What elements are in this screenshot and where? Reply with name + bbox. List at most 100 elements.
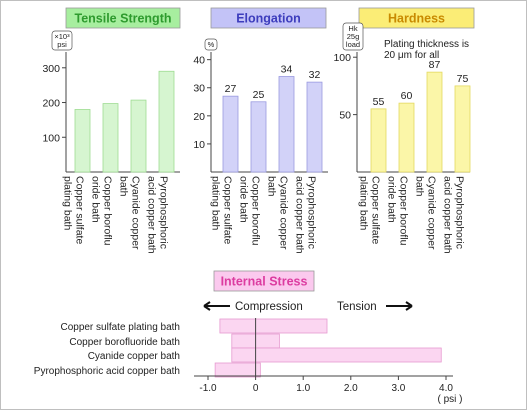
- elongation-category-label-line: acid copper bath: [294, 176, 306, 254]
- tensile-category-label-line: Pyrophosphoric: [158, 176, 170, 249]
- elongation-y-tick-label: 40: [193, 55, 205, 67]
- tensile-unit-box: [51, 30, 73, 51]
- elongation-category-label-line: Pyrophosphoric: [306, 176, 318, 249]
- elongation-y-tick-label: 20: [193, 111, 205, 123]
- tensile-category-label-line: bath: [118, 176, 130, 197]
- elongation-title-box: [210, 7, 327, 29]
- elongation-data-label: 32: [309, 69, 321, 81]
- internal-stress-category-label: Copper sulfate plating bath: [60, 322, 180, 333]
- tensile-category-label-line: plating bath: [62, 176, 74, 230]
- hardness-y-tick-label: 50: [339, 110, 351, 122]
- tensile-title: Tensile Strength: [74, 12, 171, 26]
- hardness-annotation-line: Plating thickness is: [384, 39, 469, 50]
- elongation-data-label: 27: [225, 83, 237, 95]
- elongation-category-label-line: oride bath: [238, 176, 250, 223]
- elongation-category-label-line: Cyanide copper: [278, 176, 290, 250]
- hardness-title-box: [358, 7, 475, 29]
- hardness-annotation-line: 20 μm for all: [384, 50, 439, 61]
- tensile-y-tick-label: 200: [42, 98, 60, 110]
- internal-stress-x-tick-label: 0: [253, 383, 259, 394]
- elongation-category-label-line: Copper boroflu: [250, 176, 262, 246]
- elongation-data-label: 34: [281, 64, 293, 76]
- internal-stress-bar: [231, 347, 442, 363]
- hardness-category-label: Copper sulfateplating bath: [358, 176, 382, 244]
- hardness-category-label-line: plating bath: [358, 176, 370, 230]
- hardness-y-tick-label: 100: [333, 52, 351, 64]
- hardness-bar: [454, 85, 471, 173]
- tensile-category-label-line: oride bath: [90, 176, 102, 223]
- internal-stress-x-tick-label: -1.0: [199, 383, 217, 394]
- hardness-data-label: 55: [373, 96, 385, 108]
- hardness-unit-line: 25g: [347, 32, 360, 41]
- elongation-panel: Elongation% 10 20 30 40 27 Copper sulfateplati…: [193, 7, 328, 254]
- hardness-category-label: Cyanide copperbath: [414, 176, 438, 250]
- internal-stress-unit-label: ( psi ): [438, 394, 463, 405]
- tension-arrow-icon: [386, 301, 413, 311]
- hardness-unit-line: Hk: [348, 24, 357, 33]
- tensile-category-label: Cyanide copperbath: [118, 176, 142, 250]
- hardness-category-label-line: acid copper bath: [442, 176, 454, 254]
- tensile-bar: [102, 103, 119, 173]
- internal-stress-title: Internal Stress: [221, 275, 308, 289]
- tensile-category-label-line: Cyanide copper: [130, 176, 142, 250]
- internal-stress-x-tick-label: 2.0: [344, 383, 358, 394]
- internal-stress-title-box: [213, 270, 315, 292]
- tensile-category-label: Pyrophosphoricacid copper bath: [146, 176, 170, 254]
- tensile-y-tick-label: 300: [42, 63, 60, 75]
- hardness-unit-box: [342, 22, 364, 51]
- elongation-unit-box: [204, 38, 218, 51]
- elongation-bar: [222, 95, 239, 173]
- hardness-data-label: 75: [457, 73, 469, 85]
- internal-stress-x-tick-label: 1.0: [296, 383, 310, 394]
- tensile-title-box: [65, 7, 181, 29]
- internal-stress-panel: Internal Stress Compression Tension Copper …: [34, 270, 463, 405]
- elongation-bar: [250, 101, 267, 173]
- tensile-bar: [130, 99, 147, 173]
- hardness-category-label-line: oride bath: [386, 176, 398, 223]
- hardness-category-label-line: Cyanide copper: [426, 176, 438, 250]
- tensile-category-label-line: Copper sulfate: [74, 176, 86, 244]
- tensile-category-label-line: acid copper bath: [146, 176, 158, 254]
- hardness-category-label: Copper borofluoride bath: [386, 176, 410, 246]
- hardness-bar: [370, 108, 387, 173]
- elongation-category-label: Copper sulfateplating bath: [210, 176, 234, 244]
- elongation-title: Elongation: [236, 12, 301, 26]
- hardness-bar: [426, 71, 443, 173]
- elongation-category-label: Copper borofluoride bath: [238, 176, 262, 246]
- tensile-category-label: Copper sulfateplating bath: [62, 176, 86, 244]
- elongation-y-tick-label: 30: [193, 83, 205, 95]
- elongation-unit-line: %: [208, 40, 215, 49]
- hardness-bar: [398, 102, 415, 173]
- tensile-y-tick-label: 100: [42, 132, 60, 144]
- hardness-title: Hardness: [388, 12, 445, 26]
- internal-stress-category-label: Copper borofluoride bath: [69, 337, 180, 348]
- elongation-category-label: Pyrophosphoricacid copper bath: [294, 176, 318, 254]
- internal-stress-bar: [214, 362, 261, 378]
- hardness-category-label-line: bath: [414, 176, 426, 197]
- tensile-bar: [158, 70, 175, 173]
- hardness-category-label-line: Copper boroflu: [398, 176, 410, 246]
- hardness-category-label: Pyrophosphoricacid copper bath: [442, 176, 466, 254]
- internal-stress-tension-label: Tension: [337, 301, 377, 313]
- tensile-unit-line: ×10³: [54, 32, 70, 41]
- hardness-category-label-line: Copper sulfate: [370, 176, 382, 244]
- elongation-data-label: 25: [253, 89, 265, 101]
- elongation-category-label-line: Copper sulfate: [222, 176, 234, 244]
- hardness-unit-line: load: [346, 40, 360, 49]
- elongation-bar: [306, 81, 323, 173]
- hardness-category-label-line: Pyrophosphoric: [454, 176, 466, 249]
- tensile-unit-line: psi: [57, 40, 67, 49]
- elongation-bar: [278, 76, 295, 173]
- tensile-category-label: Copper borofluoride bath: [90, 176, 114, 246]
- internal-stress-x-tick-label: 3.0: [391, 383, 405, 394]
- internal-stress-compression-label: Compression: [235, 301, 303, 313]
- elongation-category-label: Cyanide copperbath: [266, 176, 290, 250]
- tensile-category-label-line: Copper boroflu: [102, 176, 114, 246]
- internal-stress-x-tick-label: 4.0: [439, 383, 453, 394]
- compression-arrow-icon: [203, 301, 230, 311]
- elongation-y-tick-label: 10: [193, 139, 205, 151]
- tensile-bar: [74, 109, 91, 173]
- elongation-category-label-line: plating bath: [210, 176, 222, 230]
